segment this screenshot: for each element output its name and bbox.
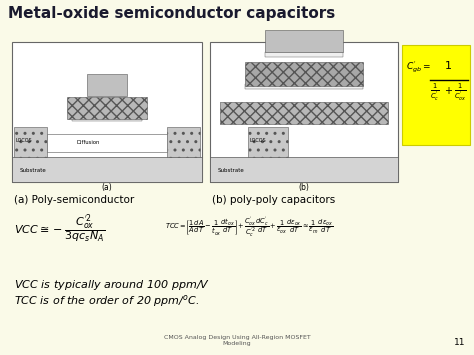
Bar xyxy=(245,62,363,86)
Bar xyxy=(265,30,343,52)
Text: CMOS Analog Design Using All-Region MOSFET
Modeling: CMOS Analog Design Using All-Region MOSF… xyxy=(164,335,310,346)
Text: Metal: Metal xyxy=(292,39,307,44)
Text: $C_{gb}^{'}=$: $C_{gb}^{'}=$ xyxy=(406,59,431,75)
Text: $\mathit{TCC}$ is of the order of 20 ppm/$^o$C.: $\mathit{TCC}$ is of the order of 20 ppm… xyxy=(14,293,200,309)
Bar xyxy=(12,42,202,182)
Text: LOCOS: LOCOS xyxy=(16,138,33,143)
Text: $\mathit{VCC}$ is typically around 100 ppm/V: $\mathit{VCC}$ is typically around 100 p… xyxy=(14,278,210,292)
Text: (b): (b) xyxy=(299,183,310,192)
Text: (a) Poly-semiconductor: (a) Poly-semiconductor xyxy=(14,195,134,205)
Text: Substrate: Substrate xyxy=(218,168,245,173)
Text: $\frac{1}{C_c^{'}}$: $\frac{1}{C_c^{'}}$ xyxy=(430,82,439,103)
Bar xyxy=(72,115,142,121)
Bar xyxy=(87,74,127,96)
Text: (a): (a) xyxy=(101,183,112,192)
Bar xyxy=(47,134,167,152)
Bar xyxy=(220,102,388,124)
Text: Metal: Metal xyxy=(95,83,109,88)
Text: Diffusion: Diffusion xyxy=(77,141,100,146)
Bar xyxy=(248,127,288,157)
Text: $1$: $1$ xyxy=(444,59,452,71)
Text: LOCOS: LOCOS xyxy=(250,138,266,143)
Bar xyxy=(210,157,398,182)
Text: Poly 2: Poly 2 xyxy=(290,72,306,77)
Bar xyxy=(245,84,363,89)
Text: $\frac{1}{C_{ox}^{'}}$: $\frac{1}{C_{ox}^{'}}$ xyxy=(454,82,467,103)
Bar xyxy=(265,52,343,57)
Text: (b) poly-poly capacitors: (b) poly-poly capacitors xyxy=(212,195,335,205)
Bar xyxy=(402,45,470,145)
Bar xyxy=(210,42,398,182)
Text: Metal-oxide semiconductor capacitors: Metal-oxide semiconductor capacitors xyxy=(8,6,335,21)
Text: Substrate: Substrate xyxy=(20,168,47,173)
Text: $\mathit{TCC} = \!\left[\dfrac{1}{A}\dfrac{dA}{dT} - \dfrac{1}{t_{ox}}\dfrac{dt_: $\mathit{TCC} = \!\left[\dfrac{1}{A}\dfr… xyxy=(165,215,334,239)
Text: Poly 1: Poly 1 xyxy=(290,111,306,116)
Text: 11: 11 xyxy=(454,338,465,347)
Text: $\mathit{VCC} \cong -\dfrac{C_{ox}^{'2}}{3qc_s N_A}$: $\mathit{VCC} \cong -\dfrac{C_{ox}^{'2}}… xyxy=(14,212,105,245)
Bar xyxy=(67,97,147,119)
Bar xyxy=(167,127,200,157)
Bar xyxy=(14,127,47,157)
Bar xyxy=(12,157,202,182)
Text: Poly: Poly xyxy=(97,108,108,113)
Text: $+$: $+$ xyxy=(445,85,454,96)
